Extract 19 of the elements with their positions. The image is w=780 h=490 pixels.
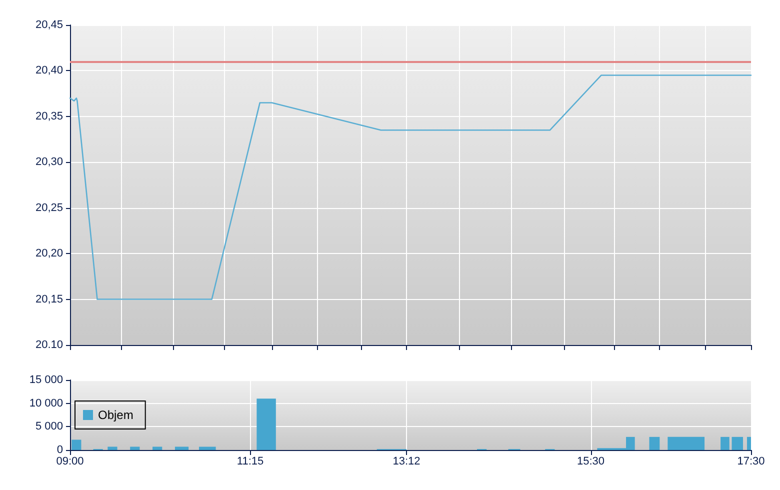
y-tick-label: 10 000 (29, 397, 63, 410)
x-tick-label: 11:15 (236, 456, 264, 468)
y-tick-label: 20,30 (35, 156, 63, 168)
y-tick-label: 20,15 (35, 293, 63, 306)
y-tick-label: 15 000 (29, 374, 63, 386)
y-tick-label: 20,20 (35, 248, 63, 260)
y-tick-label: 20,25 (35, 202, 63, 214)
y-tick-label: 20,35 (35, 110, 63, 122)
x-tick-label: 09:00 (56, 456, 84, 468)
y-tick-label: 0 (56, 444, 63, 456)
y-tick-label: 20,45 (35, 19, 63, 31)
y-tick-label: 20,40 (35, 64, 63, 77)
x-tick-label: 13:12 (392, 456, 420, 468)
line-series (69, 74, 752, 300)
legend-label: Objem (98, 408, 134, 422)
x-tick-label: 17:30 (737, 456, 765, 468)
x-tick-label: 15:30 (577, 456, 605, 468)
y-tick-label: 20.10 (35, 339, 63, 351)
y-tick-label: 5 000 (35, 420, 63, 433)
